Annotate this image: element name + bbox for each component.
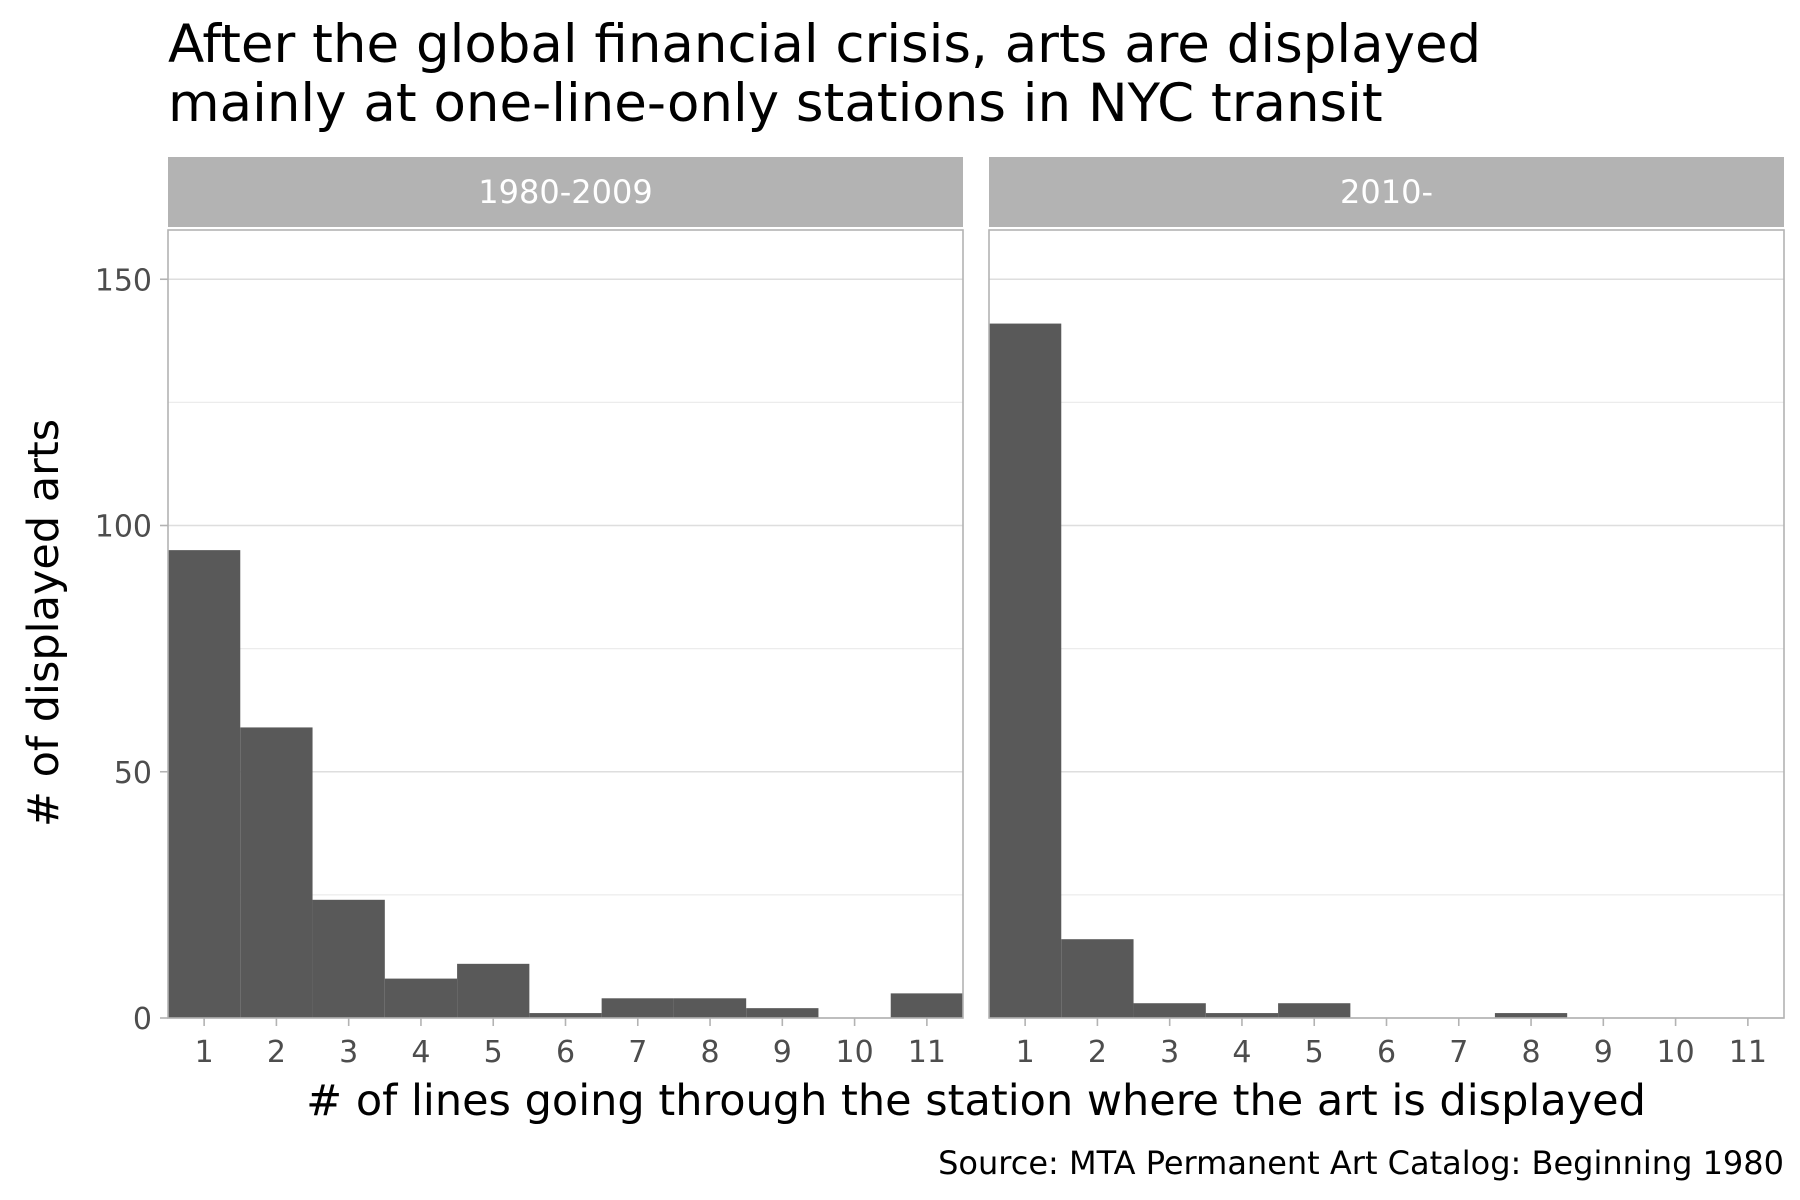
bar-3 xyxy=(1133,1003,1206,1018)
bar-3 xyxy=(312,899,385,1018)
y-tick-label: 150 xyxy=(95,263,152,298)
facet-strip-label: 2010- xyxy=(1340,173,1433,211)
x-tick-label: 8 xyxy=(1521,1035,1540,1070)
x-tick-label: 2 xyxy=(1088,1035,1107,1070)
x-tick-label: 3 xyxy=(339,1035,358,1070)
bar-6 xyxy=(529,1013,602,1018)
x-tick-label: 5 xyxy=(1305,1035,1324,1070)
x-tick-label: 9 xyxy=(1594,1035,1613,1070)
panel-border xyxy=(988,229,1785,1019)
x-axis-title: # of lines going through the station whe… xyxy=(306,1076,1646,1126)
facet-strip-label: 1980-2009 xyxy=(478,173,652,211)
bar-5 xyxy=(1278,1003,1351,1018)
chart-title-line-1: After the global financial crisis, arts … xyxy=(168,14,1481,75)
bar-1 xyxy=(168,550,241,1018)
bar-8 xyxy=(673,998,747,1018)
x-tick-label: 2 xyxy=(267,1035,286,1070)
y-tick-label: 50 xyxy=(114,756,152,791)
chart-title-line-2: mainly at one-line-only stations in NYC … xyxy=(168,73,1383,134)
y-tick-label: 100 xyxy=(95,510,152,545)
x-tick-label: 6 xyxy=(1377,1035,1396,1070)
bar-2 xyxy=(1061,939,1134,1018)
x-tick-label: 4 xyxy=(411,1035,430,1070)
x-tick-label: 10 xyxy=(835,1035,873,1070)
facet-strip xyxy=(989,157,1784,227)
panel-1: 1980-2009 1 2 3 4 5 6 7 8 9 10 11 xyxy=(167,157,964,1070)
chart-caption: Source: MTA Permanent Art Catalog: Begin… xyxy=(938,1144,1784,1182)
y-tick-label: 0 xyxy=(133,1002,152,1037)
x-tick-label: 11 xyxy=(1729,1035,1767,1070)
facet-panels: 1980-2009 1 2 3 4 5 6 7 8 9 10 11 2010- 1 2 3 4 5 6 7 8 9 10 11 xyxy=(167,157,1785,1070)
y-axis: 0 50 100 150 xyxy=(95,263,168,1037)
x-tick-label: 9 xyxy=(773,1035,792,1070)
x-tick-label: 11 xyxy=(908,1035,946,1070)
y-axis-title: # of displayed arts xyxy=(19,419,69,827)
bar-2 xyxy=(240,727,313,1018)
x-tick-label: 1 xyxy=(195,1035,214,1070)
bar-8 xyxy=(1494,1013,1568,1018)
x-tick-label: 5 xyxy=(484,1035,503,1070)
facet-strip xyxy=(168,157,963,227)
x-tick-label: 10 xyxy=(1656,1035,1694,1070)
x-tick-label: 6 xyxy=(556,1035,575,1070)
x-tick-label: 1 xyxy=(1016,1035,1035,1070)
x-tick-label: 4 xyxy=(1232,1035,1251,1070)
bar-4 xyxy=(384,978,458,1018)
bar-1 xyxy=(989,323,1062,1018)
panel-2: 2010- 1 2 3 4 5 6 7 8 9 10 11 xyxy=(988,157,1785,1070)
x-tick-label: 7 xyxy=(628,1035,647,1070)
bar-7 xyxy=(601,998,674,1018)
x-tick-label: 3 xyxy=(1160,1035,1179,1070)
bar-5 xyxy=(457,963,530,1018)
x-tick-label: 7 xyxy=(1449,1035,1468,1070)
bar-9 xyxy=(746,1008,819,1018)
bar-11 xyxy=(890,993,963,1018)
bar-4 xyxy=(1205,1013,1279,1018)
x-tick-label: 8 xyxy=(700,1035,719,1070)
